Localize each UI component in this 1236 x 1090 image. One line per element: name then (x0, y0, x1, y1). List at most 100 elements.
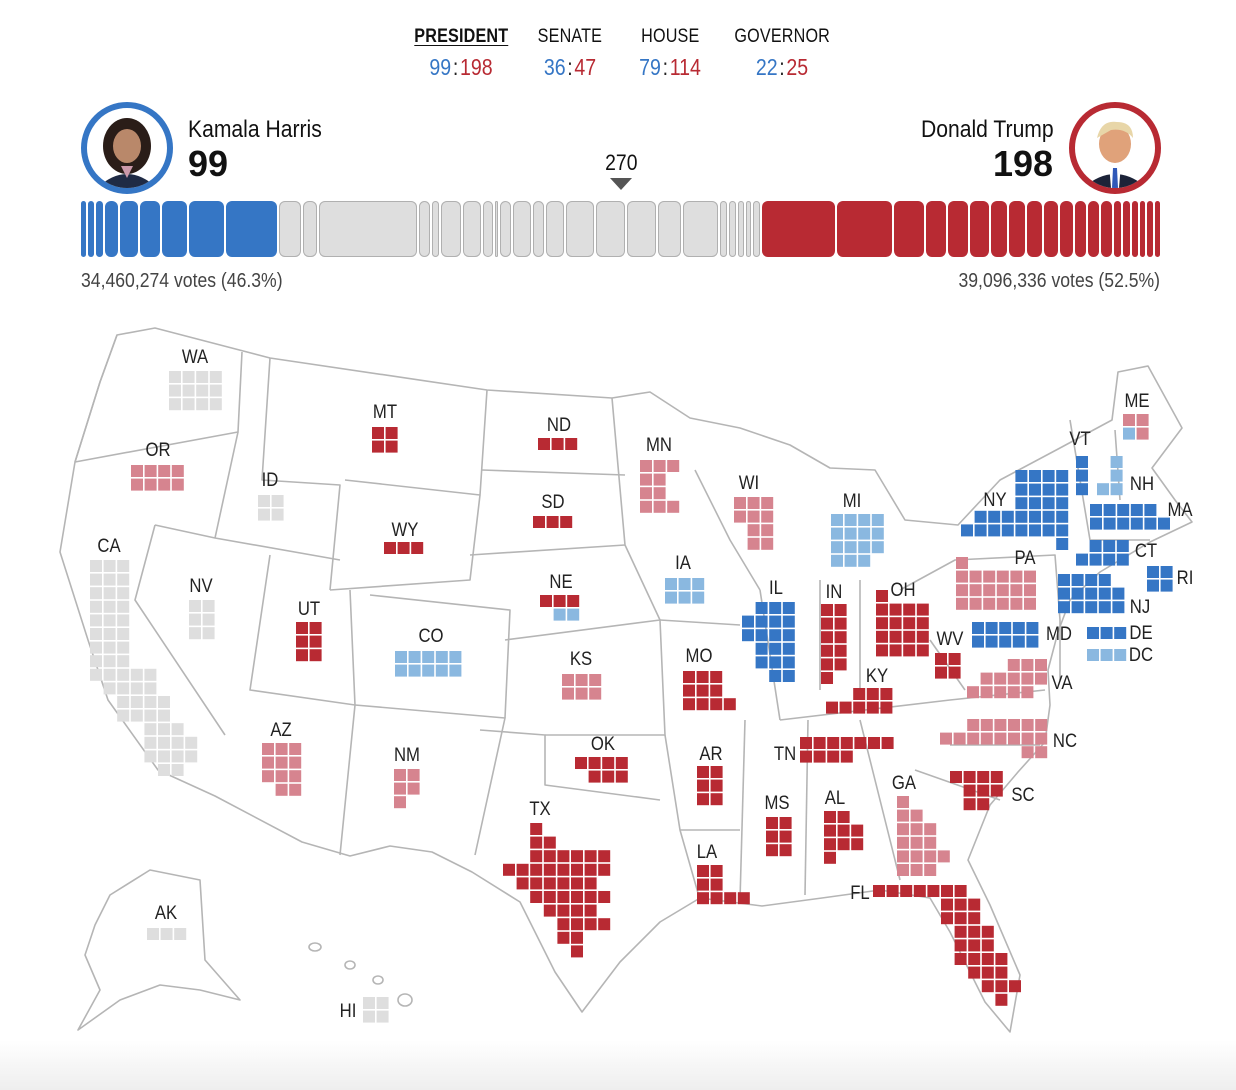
bar-segment-hi[interactable] (753, 201, 761, 257)
state-nh[interactable] (1097, 456, 1123, 496)
state-nc[interactable] (940, 719, 1048, 759)
state-sd[interactable] (533, 516, 573, 528)
tab-president[interactable]: PRESIDENT 99:198 (414, 26, 508, 80)
state-pa[interactable] (956, 557, 1036, 610)
bar-segment-oh[interactable] (893, 201, 925, 257)
bar-segment-ky[interactable] (1043, 201, 1059, 257)
bar-segment-id[interactable] (432, 201, 440, 257)
state-ks[interactable] (562, 674, 602, 700)
tab-house[interactable]: HOUSE 79:114 (639, 26, 701, 80)
state-ak[interactable] (147, 928, 187, 940)
state-nj[interactable] (1058, 574, 1125, 614)
bar-segment-ca[interactable] (319, 201, 418, 257)
tab-governor[interactable]: GOVERNOR 22:25 (734, 26, 831, 80)
state-az[interactable] (262, 743, 302, 796)
bar-segment-ia[interactable] (533, 201, 545, 257)
state-al[interactable] (824, 811, 864, 864)
bar-segment-ms[interactable] (1100, 201, 1112, 257)
bar-segment-mn[interactable] (513, 201, 532, 257)
bar-segment-nh[interactable] (719, 201, 727, 257)
bar-segment-sc[interactable] (1008, 201, 1026, 257)
state-ar[interactable] (697, 766, 723, 806)
bar-segment-pa[interactable] (683, 201, 718, 257)
bar-segment-ks[interactable] (500, 201, 512, 257)
bar-segment-ak[interactable] (745, 201, 752, 257)
bar-segment-co[interactable] (463, 201, 482, 257)
bar-segment-nc[interactable] (626, 201, 656, 257)
bar-segment-ok[interactable] (1060, 201, 1073, 257)
state-ga[interactable] (897, 796, 950, 876)
bar-segment-tx[interactable] (762, 201, 836, 257)
state-sc[interactable] (950, 771, 1003, 811)
state-mi[interactable] (831, 514, 884, 567)
bar-segment-or[interactable] (302, 201, 318, 257)
state-ok[interactable] (575, 757, 628, 783)
state-ny[interactable] (961, 470, 1069, 550)
bar-segment-ne[interactable] (1154, 201, 1160, 257)
bar-segment-az[interactable] (441, 201, 462, 257)
bar-segment-ma[interactable] (140, 201, 160, 257)
state-nd[interactable] (538, 438, 578, 450)
bar-segment-mi[interactable] (566, 201, 594, 257)
bar-segment-nj[interactable] (162, 201, 188, 257)
state-hi[interactable] (363, 997, 389, 1023)
tab-senate[interactable]: SENATE 36:47 (537, 26, 603, 80)
state-vt[interactable] (1076, 456, 1088, 496)
state-mt[interactable] (372, 427, 398, 453)
bar-segment-fl[interactable] (837, 201, 892, 257)
state-nv[interactable] (189, 600, 215, 640)
state-in[interactable] (821, 604, 847, 684)
bar-segment-ut[interactable] (1074, 201, 1086, 257)
state-wy[interactable] (384, 542, 424, 554)
bar-segment-sd[interactable] (1147, 201, 1153, 257)
bar-segment-tn[interactable] (948, 201, 969, 257)
bar-segment-wa[interactable] (278, 201, 301, 257)
state-de[interactable] (1087, 627, 1127, 639)
state-md[interactable] (972, 622, 1039, 648)
state-mn[interactable] (640, 460, 680, 513)
state-ne[interactable] (540, 595, 580, 621)
bar-segment-va[interactable] (657, 201, 682, 257)
state-ia[interactable] (665, 578, 705, 604)
bar-segment-il[interactable] (189, 201, 224, 257)
state-or[interactable] (131, 465, 184, 491)
state-ri[interactable] (1147, 566, 1173, 592)
bar-segment-mt[interactable] (1113, 201, 1121, 257)
state-mo[interactable] (683, 671, 736, 711)
bar-segment-nd[interactable] (1139, 201, 1146, 257)
state-il[interactable] (742, 602, 795, 682)
bar-segment-la[interactable] (1027, 201, 1042, 257)
state-va[interactable] (967, 659, 1047, 699)
state-ky[interactable] (826, 688, 893, 714)
state-co[interactable] (395, 651, 462, 677)
state-la[interactable] (697, 865, 750, 905)
state-oh[interactable] (876, 590, 929, 657)
bar-segment-al[interactable] (990, 201, 1007, 257)
bar-segment-de[interactable] (88, 201, 94, 257)
bar-segment-ct[interactable] (105, 201, 118, 257)
state-ut[interactable] (296, 622, 322, 662)
state-wa[interactable] (169, 371, 222, 411)
bar-segment-mo[interactable] (970, 201, 989, 257)
state-ca[interactable] (90, 560, 198, 776)
bar-segment-nm[interactable] (483, 201, 493, 257)
state-tx[interactable] (503, 823, 611, 958)
bar-segment-nv[interactable] (419, 201, 431, 257)
state-nm[interactable] (394, 769, 420, 809)
bar-segment-wi[interactable] (546, 201, 565, 257)
state-me[interactable] (1123, 414, 1149, 440)
bar-segment-ar[interactable] (1087, 201, 1099, 257)
bar-segment-md[interactable] (119, 201, 139, 257)
bar-segment-ga[interactable] (595, 201, 625, 257)
state-ms[interactable] (766, 817, 792, 857)
state-wv[interactable] (935, 653, 961, 679)
bar-segment-in[interactable] (926, 201, 947, 257)
bar-segment-ri[interactable] (95, 201, 104, 257)
bar-segment-ny[interactable] (225, 201, 277, 257)
state-dc[interactable] (1087, 649, 1127, 661)
state-ct[interactable] (1076, 540, 1129, 566)
bar-segment-dc[interactable] (738, 201, 744, 257)
bar-segment-me[interactable] (729, 201, 737, 257)
bar-segment-ne[interactable] (494, 201, 499, 257)
state-id[interactable] (258, 495, 284, 521)
